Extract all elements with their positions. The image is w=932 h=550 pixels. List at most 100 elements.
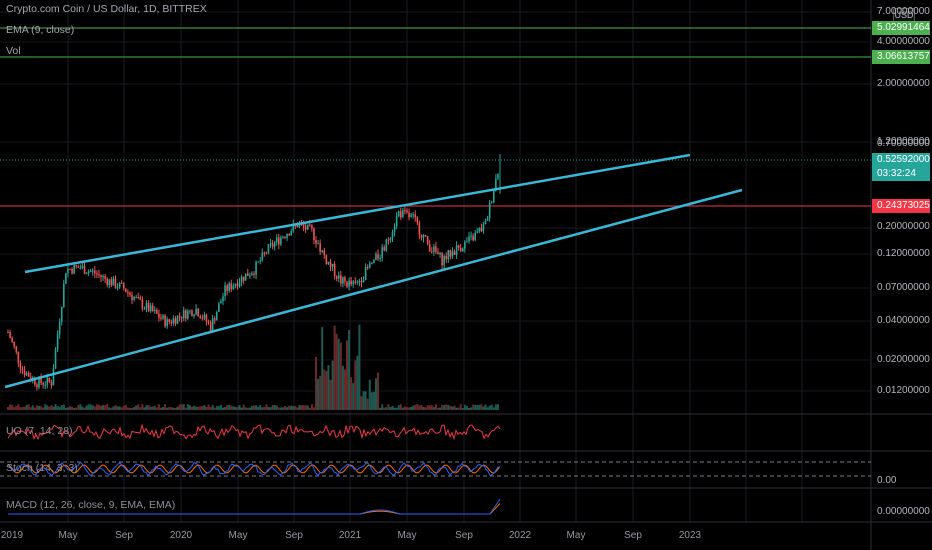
volume-bar	[153, 405, 156, 410]
volume-bar	[207, 404, 210, 410]
volume-bar	[337, 338, 340, 410]
candle	[360, 277, 363, 288]
volume-bar	[66, 407, 69, 410]
candle	[284, 236, 286, 240]
volume-bar	[319, 375, 322, 410]
volume-bar	[472, 404, 475, 410]
candle	[100, 274, 102, 283]
volume-bar	[75, 407, 78, 410]
volume-bar	[308, 407, 311, 410]
candle	[329, 258, 332, 272]
candle	[201, 314, 204, 321]
uo-line	[7, 423, 501, 441]
candle	[265, 251, 268, 255]
time-axis-label: 2021	[338, 530, 362, 541]
time-axis-label: May	[397, 530, 417, 541]
volume-bar	[126, 407, 129, 410]
candle	[162, 313, 164, 320]
candle	[147, 300, 150, 312]
stoch-legend[interactable]: Stoch (14, 3, 3)	[6, 462, 78, 474]
uo-indicator	[7, 423, 501, 441]
candle	[472, 233, 474, 242]
candle	[249, 272, 251, 279]
volume-bar	[114, 405, 117, 410]
volume-bar	[11, 404, 14, 410]
time-axis-label: May	[566, 530, 586, 541]
volume-bar	[209, 407, 212, 410]
volume-bar	[9, 404, 12, 410]
candle	[205, 313, 208, 326]
uo-legend[interactable]: UO (7, 14, 28)	[6, 425, 73, 437]
time-axis-label: Sep	[115, 530, 133, 541]
price-axis-label: 0.01200000	[877, 385, 930, 396]
volume-bar	[143, 407, 146, 410]
candle	[143, 306, 146, 310]
time-axis-label: May	[228, 530, 248, 541]
candle	[430, 247, 433, 254]
candle	[42, 381, 44, 389]
candle	[273, 240, 276, 251]
volume-bar	[366, 398, 369, 410]
volume-bar	[304, 405, 307, 410]
candle	[215, 310, 218, 321]
vol-legend[interactable]: Vol	[6, 45, 21, 57]
volume-bar	[374, 378, 377, 410]
volume-bar	[168, 406, 171, 410]
candle	[461, 247, 464, 252]
volume-bar	[236, 407, 239, 410]
symbol-title[interactable]: Crypto.com Coin / US Dollar, 1D, BITTREX	[6, 3, 207, 15]
volume-bar	[441, 404, 444, 410]
candle	[96, 270, 98, 279]
volume-bar	[250, 406, 253, 410]
candle	[218, 301, 220, 313]
volume-bar	[391, 405, 394, 410]
candle	[184, 308, 187, 322]
volume-bar	[447, 405, 450, 410]
ema-legend[interactable]: EMA (9, close)	[6, 24, 75, 36]
candle	[387, 237, 390, 245]
volume-bar	[190, 406, 193, 410]
candle	[122, 282, 125, 291]
volume-bar	[343, 369, 346, 410]
volume-bar	[141, 404, 144, 410]
volume-bar	[240, 407, 243, 410]
volume-bar	[453, 405, 456, 410]
volume-bar	[321, 326, 324, 410]
candle	[158, 309, 160, 322]
candle	[416, 216, 419, 226]
candle	[199, 314, 202, 319]
volume-bar	[414, 404, 417, 410]
volume-bar	[296, 407, 299, 410]
candle	[75, 264, 78, 269]
candle	[58, 318, 61, 339]
candle	[60, 306, 63, 326]
candle	[87, 269, 90, 276]
candle	[333, 261, 336, 280]
candle	[439, 251, 441, 259]
lower-trendline	[4, 188, 743, 389]
candle	[195, 304, 197, 316]
candle	[344, 275, 346, 286]
volume-bar	[95, 404, 98, 410]
volume-bar	[439, 407, 442, 410]
volume-bar	[33, 407, 36, 410]
volume-bar	[306, 405, 309, 410]
volume-bar	[356, 355, 359, 410]
volume-bar	[23, 407, 26, 410]
candle	[346, 280, 348, 289]
candle	[340, 270, 342, 287]
macd-legend[interactable]: MACD (12, 26, close, 9, EMA, EMA)	[6, 499, 176, 511]
candle	[238, 277, 241, 288]
candle	[166, 316, 168, 329]
volume-bar	[465, 406, 468, 410]
candle	[153, 306, 156, 314]
candle	[484, 218, 487, 225]
candle	[391, 229, 394, 242]
candle	[337, 271, 340, 283]
volume-bars	[7, 324, 499, 410]
volume-bar	[405, 407, 408, 410]
candle	[19, 360, 22, 374]
volume-bar	[459, 404, 462, 410]
candle	[381, 244, 383, 262]
